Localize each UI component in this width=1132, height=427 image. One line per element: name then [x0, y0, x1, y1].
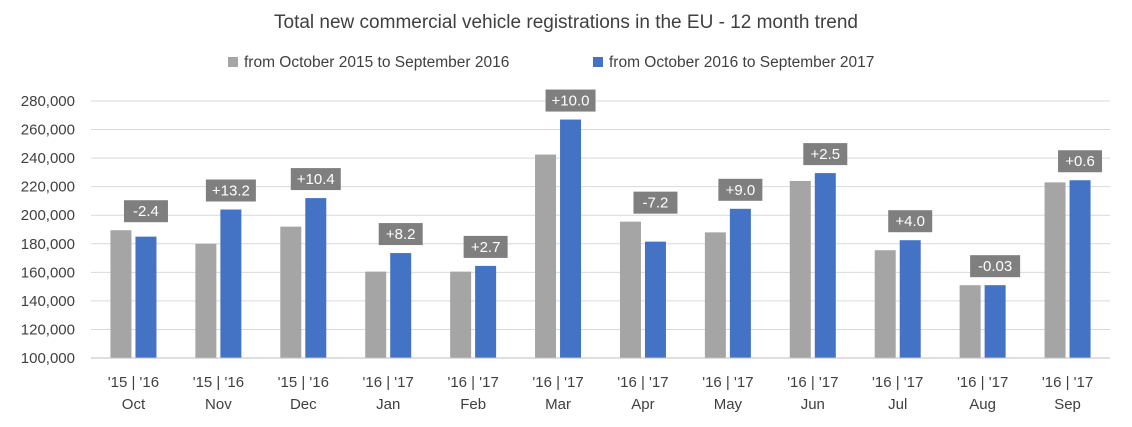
change-labels: -2.4 +13.2 +10.4 +8.2 +2.7 +10.0 -7.2 +9.0 +2.5 +… — [123, 89, 1103, 278]
change-label-box — [1058, 150, 1103, 173]
bar-series-1-jun — [789, 180, 811, 358]
change-label: +8.2 — [386, 226, 416, 243]
y-tick-label: 260,000 — [21, 122, 75, 139]
bar-series-2-mar — [560, 119, 582, 358]
change-label: -2.4 — [133, 203, 159, 220]
bar-series-1-dec — [280, 226, 302, 358]
change-label-box — [718, 178, 763, 201]
legend-label-series-1: from October 2015 to September 2016 — [244, 54, 509, 71]
change-label: -0.03 — [978, 258, 1012, 275]
x-tick-month: Dec — [290, 396, 317, 413]
y-tick-label: 140,000 — [21, 293, 75, 310]
bar-series-1-jul — [874, 250, 896, 358]
x-tick-period: '15 | '16 — [108, 374, 159, 391]
x-tick-period: '16 | '17 — [702, 374, 753, 391]
change-label: -7.2 — [643, 195, 669, 212]
change-label-box — [378, 223, 423, 246]
gridlines — [91, 100, 1110, 330]
chart-title: Total new commercial vehicle registratio… — [274, 12, 858, 33]
legend: from October 2015 to September 2016 from… — [228, 54, 874, 71]
x-axis-ticks: '15 | '16 Oct '15 | '16 Nov '15 | '16 Dec '16 … — [108, 374, 1093, 413]
change-label: +9.0 — [726, 182, 756, 199]
x-tick-period: '16 | '17 — [1042, 374, 1093, 391]
change-label-box — [633, 191, 678, 214]
change-label-box — [545, 89, 596, 112]
x-tick-period: '16 | '17 — [957, 374, 1008, 391]
x-tick-period: '16 | '17 — [532, 374, 583, 391]
y-tick-label: 200,000 — [21, 207, 75, 224]
bar-series-2-may — [729, 208, 751, 358]
y-tick-label: 100,000 — [21, 350, 75, 367]
x-tick-month: Jan — [376, 396, 400, 413]
legend-label-series-2: from October 2016 to September 2017 — [609, 54, 874, 71]
x-tick-month: Nov — [205, 396, 232, 413]
change-label: +2.5 — [810, 146, 840, 163]
y-tick-label: 240,000 — [21, 150, 75, 167]
y-tick-label: 120,000 — [21, 321, 75, 338]
y-tick-label: 160,000 — [21, 264, 75, 281]
legend-swatch-series-1 — [228, 57, 238, 67]
legend-swatch-series-2 — [593, 57, 603, 67]
x-tick-period: '16 | '17 — [447, 374, 498, 391]
x-tick-month: Sep — [1054, 396, 1081, 413]
change-label: +10.4 — [297, 171, 335, 188]
change-label-box — [463, 235, 508, 258]
bar-series-2-sep — [1069, 180, 1091, 358]
bar-series-2-nov — [220, 209, 242, 358]
bar-series-1-jan — [365, 271, 387, 358]
y-tick-label: 220,000 — [21, 179, 75, 196]
bar-series-2-jul — [899, 240, 921, 358]
bar-series-2-aug — [984, 285, 1006, 358]
x-tick-period: '16 | '17 — [872, 374, 923, 391]
bar-series-1-nov — [195, 243, 217, 358]
x-tick-month: Mar — [545, 396, 571, 413]
change-label-box — [970, 255, 1021, 278]
bar-series-2-feb — [475, 265, 497, 358]
x-tick-month: Apr — [631, 396, 654, 413]
bar-series-1-oct — [110, 230, 132, 358]
bar-series-2-dec — [305, 198, 327, 358]
x-tick-period: '15 | '16 — [278, 374, 329, 391]
y-axis-ticks: 100,000 120,000 140,000 160,000 180,000 200,0… — [21, 93, 75, 367]
bars — [110, 119, 1091, 358]
change-label-box — [205, 179, 256, 202]
bar-series-1-mar — [535, 154, 557, 358]
x-tick-month: Aug — [969, 396, 996, 413]
x-tick-month: May — [714, 396, 743, 413]
change-label: +10.0 — [552, 93, 590, 110]
change-label-box — [888, 210, 933, 233]
change-label-box — [123, 200, 168, 223]
bar-series-1-may — [704, 232, 726, 358]
bar-series-2-jan — [390, 253, 412, 358]
change-label-box — [290, 168, 341, 191]
bar-series-1-apr — [619, 221, 641, 358]
x-tick-month: Oct — [122, 396, 146, 413]
bar-series-2-apr — [644, 241, 666, 358]
x-tick-period: '16 | '17 — [363, 374, 414, 391]
y-tick-label: 280,000 — [21, 93, 75, 110]
y-tick-label: 180,000 — [21, 236, 75, 253]
bar-series-1-aug — [959, 285, 981, 358]
bar-series-2-oct — [135, 236, 157, 358]
change-label: +13.2 — [212, 183, 250, 200]
bar-series-1-sep — [1044, 182, 1066, 358]
change-label: +0.6 — [1065, 153, 1095, 170]
x-tick-period: '16 | '17 — [617, 374, 668, 391]
bar-series-2-jun — [814, 173, 836, 358]
bar-series-1-feb — [450, 271, 472, 358]
x-tick-month: Jul — [888, 396, 907, 413]
x-tick-month: Jun — [801, 396, 825, 413]
change-label: +4.0 — [895, 213, 925, 230]
change-label-box — [803, 143, 848, 166]
change-label: +2.7 — [471, 239, 501, 256]
x-tick-period: '15 | '16 — [193, 374, 244, 391]
x-tick-month: Feb — [460, 396, 486, 413]
x-tick-period: '16 | '17 — [787, 374, 838, 391]
